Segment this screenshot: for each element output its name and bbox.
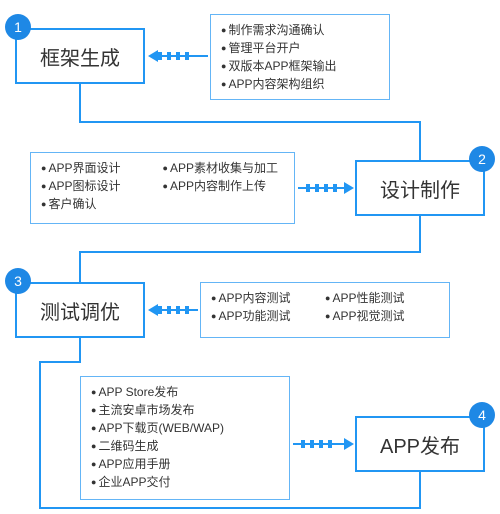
stage-badge-3: 3 xyxy=(5,268,31,294)
stage-badge-2: 2 xyxy=(469,146,495,172)
detail-item: APP图标设计 xyxy=(41,177,163,195)
detail-item: APP视觉测试 xyxy=(325,307,439,325)
arrow-2 xyxy=(298,182,352,194)
detail-item: 客户确认 xyxy=(41,195,163,213)
detail-item: APP内容测试 xyxy=(211,289,325,307)
arrow-head xyxy=(344,438,354,450)
detail-item: APP下载页(WEB/WAP) xyxy=(91,419,279,437)
flow-connector xyxy=(80,216,420,282)
stage-box-3: 测试调优 xyxy=(15,282,145,338)
detail-item: 主流安卓市场发布 xyxy=(91,401,279,419)
detail-col: APP内容测试APP功能测试 xyxy=(211,289,325,325)
detail-item: 二维码生成 xyxy=(91,437,279,455)
arrow-head xyxy=(148,50,158,62)
detail-col: APP性能测试APP视觉测试 xyxy=(325,289,439,325)
detail-item: APP内容制作上传 xyxy=(163,177,285,195)
detail-col: APP界面设计APP图标设计客户确认 xyxy=(41,159,163,213)
stage-label: APP发布 xyxy=(380,430,460,459)
detail-box-1: 制作需求沟通确认管理平台开户双版本APP框架输出APP内容架构组织 xyxy=(210,14,390,100)
detail-item: APP应用手册 xyxy=(91,455,279,473)
stage-box-2: 设计制作 xyxy=(355,160,485,216)
stage-box-4: APP发布 xyxy=(355,416,485,472)
stage-badge-1: 1 xyxy=(5,14,31,40)
stage-label: 测试调优 xyxy=(40,296,120,325)
detail-list: APP性能测试APP视觉测试 xyxy=(325,289,439,325)
detail-box-4: APP Store发布主流安卓市场发布APP下载页(WEB/WAP)二维码生成A… xyxy=(80,376,290,500)
detail-item: APP界面设计 xyxy=(41,159,163,177)
detail-list: 制作需求沟通确认管理平台开户双版本APP框架输出APP内容架构组织 xyxy=(221,21,379,93)
arrow-1 xyxy=(150,50,208,62)
detail-item: APP Store发布 xyxy=(91,383,279,401)
detail-item: 企业APP交付 xyxy=(91,473,279,491)
arrow-3 xyxy=(150,304,198,316)
detail-item: 管理平台开户 xyxy=(221,39,379,57)
arrow-shaft xyxy=(150,55,208,57)
detail-item: 双版本APP框架输出 xyxy=(221,57,379,75)
detail-item: APP功能测试 xyxy=(211,307,325,325)
detail-box-3: APP内容测试APP功能测试APP性能测试APP视觉测试 xyxy=(200,282,450,338)
arrow-head xyxy=(148,304,158,316)
detail-item: APP素材收集与加工 xyxy=(163,159,285,177)
stage-badge-4: 4 xyxy=(469,402,495,428)
stage-label: 框架生成 xyxy=(40,42,120,71)
stage-label: 设计制作 xyxy=(380,174,460,203)
detail-list: APP素材收集与加工APP内容制作上传 xyxy=(163,159,285,195)
detail-list: APP界面设计APP图标设计客户确认 xyxy=(41,159,163,213)
detail-col: 制作需求沟通确认管理平台开户双版本APP框架输出APP内容架构组织 xyxy=(221,21,379,93)
detail-col: APP Store发布主流安卓市场发布APP下载页(WEB/WAP)二维码生成A… xyxy=(91,383,279,491)
detail-item: APP内容架构组织 xyxy=(221,75,379,93)
detail-item: APP性能测试 xyxy=(325,289,439,307)
detail-col: APP素材收集与加工APP内容制作上传 xyxy=(163,159,285,195)
stage-box-1: 框架生成 xyxy=(15,28,145,84)
arrow-head xyxy=(344,182,354,194)
detail-list: APP Store发布主流安卓市场发布APP下载页(WEB/WAP)二维码生成A… xyxy=(91,383,279,491)
arrow-4 xyxy=(293,438,352,450)
detail-item: 制作需求沟通确认 xyxy=(221,21,379,39)
detail-list: APP内容测试APP功能测试 xyxy=(211,289,325,325)
detail-box-2: APP界面设计APP图标设计客户确认APP素材收集与加工APP内容制作上传 xyxy=(30,152,295,224)
